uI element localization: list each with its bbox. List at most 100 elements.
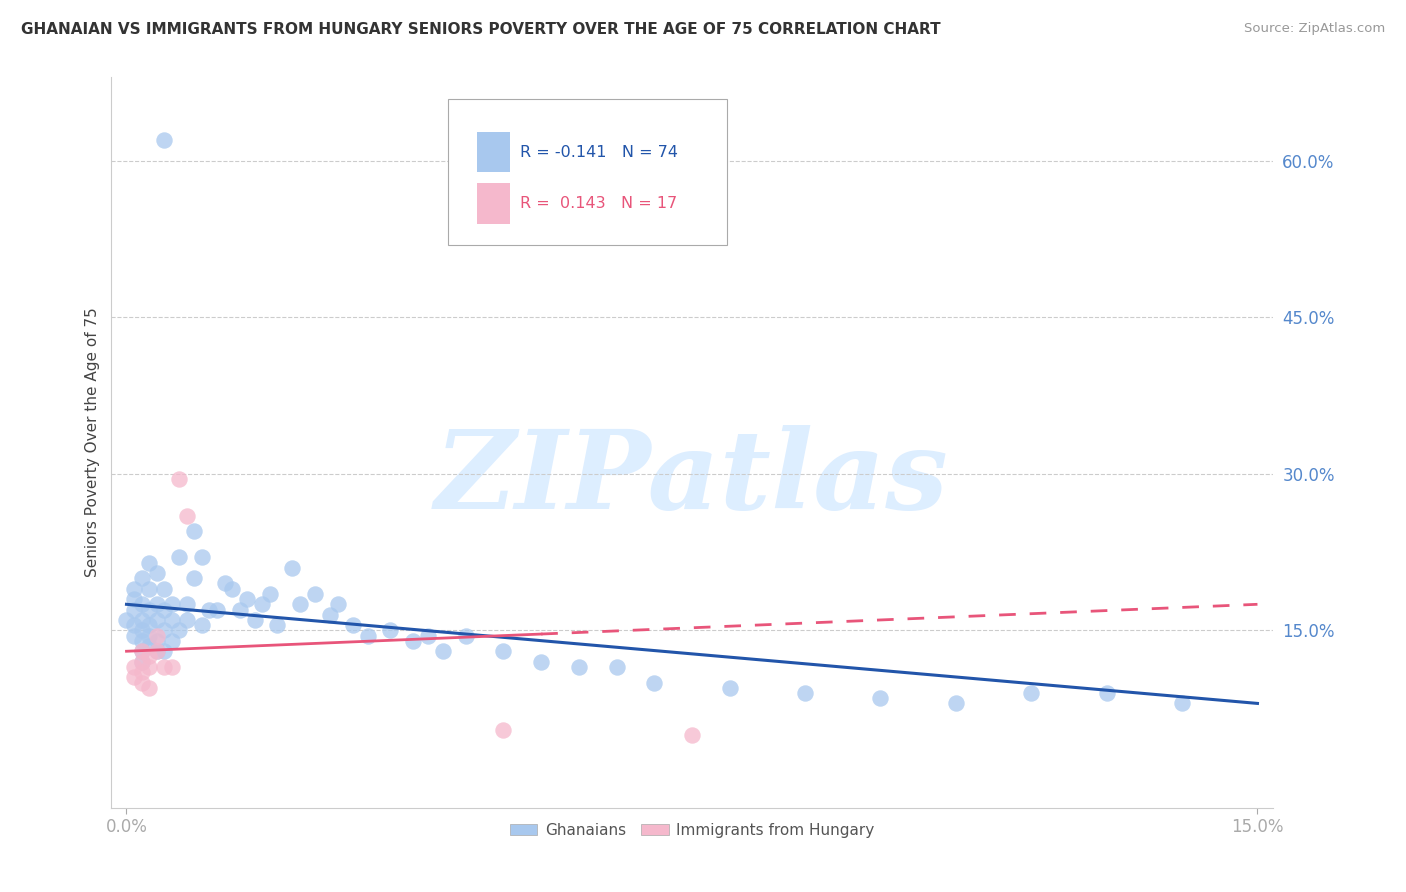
Point (869, 691, 891, 706)
Point (138, 582, 160, 596)
Point (160, 613, 183, 627)
Point (131, 665, 153, 679)
Point (145, 644, 167, 658)
Point (169, 624, 191, 638)
Point (131, 655, 153, 669)
Point (342, 618, 364, 632)
Point (191, 550, 214, 565)
Point (304, 587, 326, 601)
Point (1171, 697, 1194, 711)
Point (122, 592, 145, 607)
Point (492, 723, 515, 737)
Point (138, 649, 160, 664)
Text: GHANAIAN VS IMMIGRANTS FROM HUNGARY SENIORS POVERTY OVER THE AGE OF 75 CORRELATI: GHANAIAN VS IMMIGRANTS FROM HUNGARY SENI… (21, 22, 941, 37)
Point (145, 629, 167, 643)
Y-axis label: Seniors Poverty Over the Age of 75: Seniors Poverty Over the Age of 75 (86, 308, 100, 577)
Point (1095, 686, 1118, 700)
FancyBboxPatch shape (477, 132, 510, 172)
FancyBboxPatch shape (477, 184, 510, 224)
Point (288, 597, 311, 611)
Point (131, 571, 153, 585)
Point (205, 602, 228, 616)
Point (138, 602, 160, 616)
Point (160, 633, 183, 648)
Point (153, 602, 176, 616)
Point (176, 597, 198, 611)
Point (153, 582, 176, 596)
Point (183, 524, 205, 539)
Point (169, 550, 191, 565)
Point (568, 660, 591, 674)
Point (145, 566, 167, 580)
Point (122, 670, 145, 684)
Point (131, 597, 153, 611)
Point (138, 618, 160, 632)
Point (402, 633, 425, 648)
Point (454, 629, 477, 643)
Point (138, 660, 160, 674)
Point (122, 660, 145, 674)
Point (160, 660, 183, 674)
Point (131, 633, 153, 648)
Point (176, 508, 198, 523)
Point (122, 602, 145, 616)
Legend: Ghanaians, Immigrants from Hungary: Ghanaians, Immigrants from Hungary (503, 817, 880, 844)
Point (183, 571, 205, 585)
Point (138, 639, 160, 653)
Point (266, 618, 288, 632)
Point (228, 602, 250, 616)
Point (138, 556, 160, 570)
Point (122, 618, 145, 632)
Point (145, 597, 167, 611)
Text: ZIPatlas: ZIPatlas (434, 425, 949, 533)
Point (319, 607, 342, 622)
Point (131, 624, 153, 638)
Point (131, 644, 153, 658)
Point (122, 629, 145, 643)
Point (131, 644, 153, 658)
Point (794, 686, 817, 700)
Point (153, 644, 176, 658)
Point (191, 618, 214, 632)
Point (1019, 686, 1042, 700)
Point (243, 613, 266, 627)
Point (416, 629, 439, 643)
Point (145, 633, 167, 648)
Point (718, 681, 741, 695)
Point (122, 582, 145, 596)
Point (681, 728, 703, 742)
Point (153, 133, 176, 147)
Point (176, 613, 198, 627)
Point (214, 576, 236, 591)
Point (131, 675, 153, 690)
Point (945, 697, 967, 711)
FancyBboxPatch shape (449, 99, 727, 245)
Point (259, 587, 281, 601)
Point (160, 597, 183, 611)
Point (153, 624, 176, 638)
Point (198, 602, 221, 616)
Text: R =  0.143   N = 17: R = 0.143 N = 17 (520, 196, 678, 211)
Point (326, 597, 349, 611)
Point (115, 613, 138, 627)
Point (250, 597, 273, 611)
Point (606, 660, 628, 674)
Point (643, 675, 665, 690)
Point (153, 660, 176, 674)
Point (221, 582, 243, 596)
Point (236, 592, 259, 607)
Text: R = -0.141   N = 74: R = -0.141 N = 74 (520, 145, 678, 161)
Point (131, 613, 153, 627)
Point (492, 644, 515, 658)
Point (138, 629, 160, 643)
Point (131, 655, 153, 669)
Point (169, 472, 191, 486)
Point (145, 613, 167, 627)
Point (357, 629, 380, 643)
Point (138, 681, 160, 695)
Point (281, 561, 304, 575)
Point (145, 644, 167, 658)
Text: Source: ZipAtlas.com: Source: ZipAtlas.com (1244, 22, 1385, 36)
Point (380, 624, 402, 638)
Point (432, 644, 454, 658)
